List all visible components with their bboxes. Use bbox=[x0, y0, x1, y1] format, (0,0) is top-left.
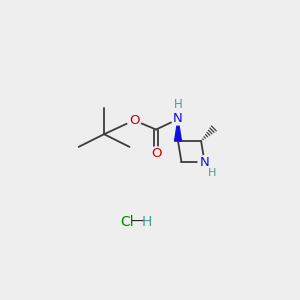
Text: O: O bbox=[129, 114, 140, 127]
Text: H: H bbox=[208, 168, 216, 178]
Text: H: H bbox=[141, 215, 152, 229]
Polygon shape bbox=[175, 119, 182, 141]
Text: N: N bbox=[200, 156, 210, 169]
Text: —: — bbox=[131, 215, 145, 229]
Text: N: N bbox=[173, 112, 183, 124]
Circle shape bbox=[198, 156, 212, 170]
Text: H: H bbox=[174, 98, 182, 111]
Text: O: O bbox=[151, 147, 161, 160]
Text: Cl: Cl bbox=[120, 215, 134, 229]
Circle shape bbox=[149, 147, 163, 161]
Circle shape bbox=[127, 113, 141, 127]
Circle shape bbox=[171, 111, 185, 125]
